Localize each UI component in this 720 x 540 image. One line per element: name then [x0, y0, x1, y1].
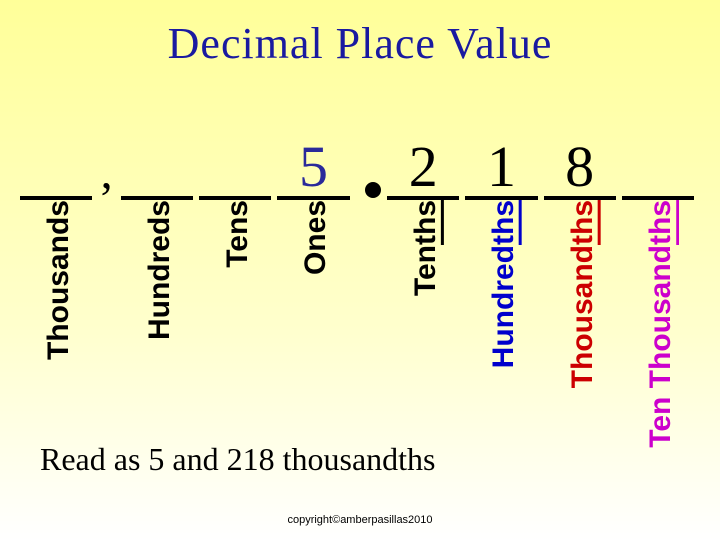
label-thousands: Thousands — [20, 200, 92, 453]
label-ten-thousandths: Ten Thousandths — [622, 200, 694, 453]
digits-row: , 5218 — [20, 130, 700, 200]
reading-text: Read as 5 and 218 thousandths — [40, 441, 436, 478]
label-tenths: Tenths — [387, 200, 459, 453]
label-hundredths: Hundredths — [465, 200, 537, 453]
copyright-text: copyright©amberpasillas2010 — [0, 514, 720, 526]
labels-row: Thousands HundredsTensOnes TenthsHundredth… — [20, 200, 700, 453]
place-value-chart: , 5218 — [20, 130, 700, 200]
label-thousandths: Thousandths — [544, 200, 616, 453]
place-hundredths: 1 — [465, 138, 537, 200]
place-ones: 5 — [277, 138, 349, 200]
comma: , — [98, 145, 115, 200]
page-title: Decimal Place Value — [0, 0, 720, 69]
place-thousands — [20, 138, 92, 200]
label-hundreds: Hundreds — [121, 200, 193, 453]
place-hundreds — [121, 138, 193, 200]
place-thousandths: 8 — [544, 138, 616, 200]
label-ones: Ones — [277, 200, 349, 453]
place-tenths: 2 — [387, 138, 459, 200]
place-ten-thousandths — [622, 138, 694, 200]
label-tens: Tens — [199, 200, 271, 453]
place-tens — [199, 138, 271, 200]
